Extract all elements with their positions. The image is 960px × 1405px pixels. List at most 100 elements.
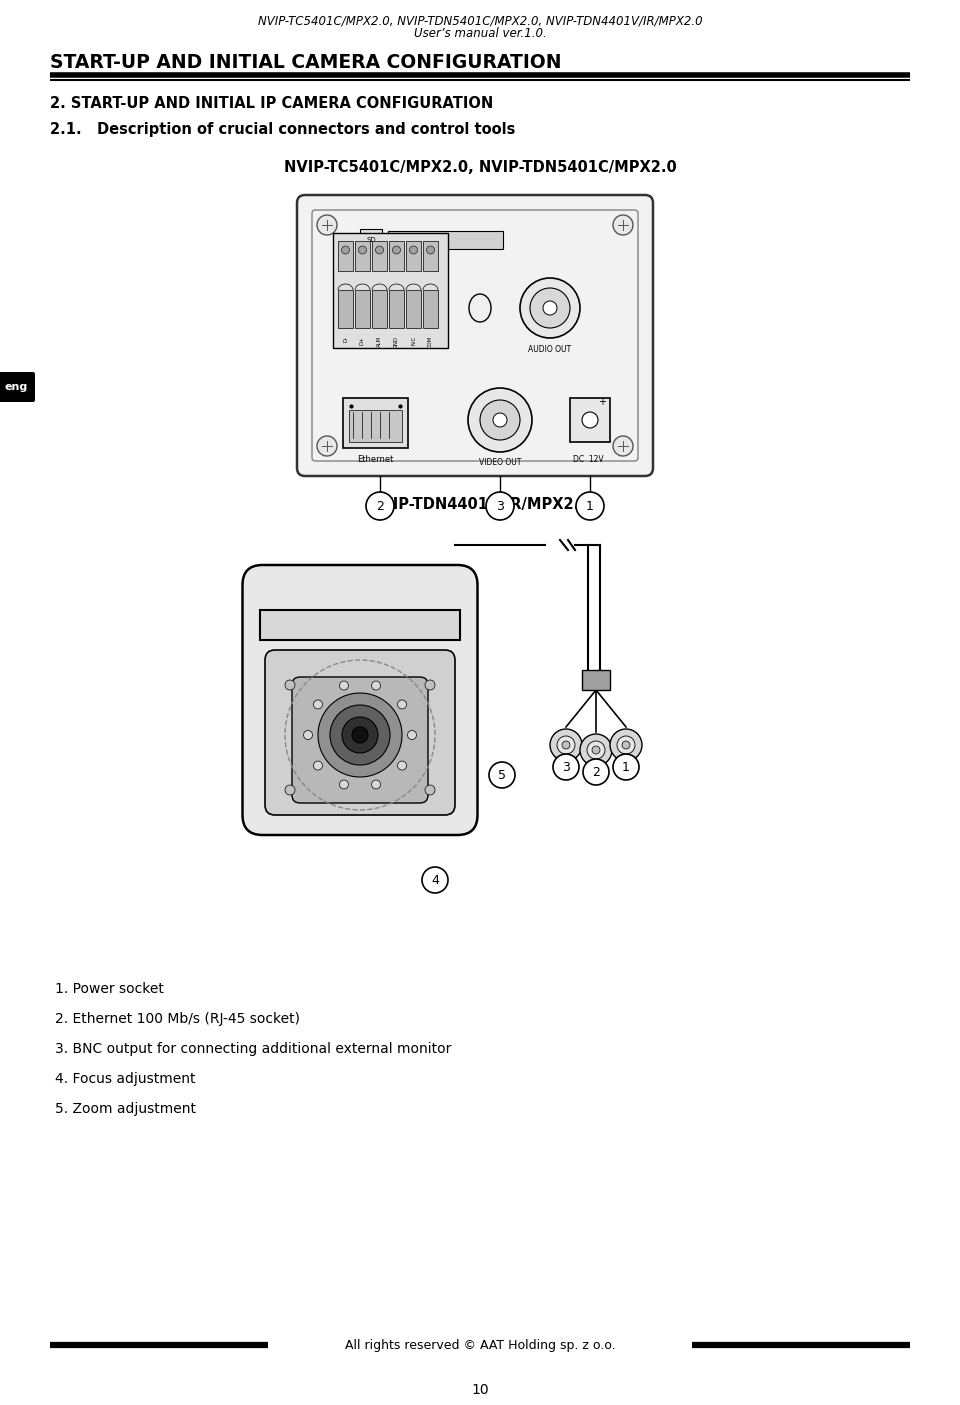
Text: GND: GND — [394, 336, 399, 348]
Text: User’s manual ver.1.0.: User’s manual ver.1.0. — [414, 27, 546, 39]
Text: NVIP-TC5401C/MPX2.0, NVIP-TDN5401C/MPX2.0, NVIP-TDN4401V/IR/MPX2.0: NVIP-TC5401C/MPX2.0, NVIP-TDN5401C/MPX2.… — [257, 14, 703, 27]
Text: All rights reserved © AAT Holding sp. z o.o.: All rights reserved © AAT Holding sp. z … — [345, 1339, 615, 1352]
Circle shape — [553, 754, 579, 780]
Circle shape — [613, 215, 633, 235]
Circle shape — [422, 867, 448, 894]
Circle shape — [375, 246, 383, 254]
Ellipse shape — [469, 294, 491, 322]
FancyBboxPatch shape — [265, 651, 455, 815]
Circle shape — [580, 733, 612, 766]
Text: D+: D+ — [360, 336, 365, 344]
Text: D-: D- — [343, 336, 348, 341]
Text: 2: 2 — [376, 500, 384, 513]
FancyBboxPatch shape — [297, 195, 653, 476]
Text: 1. Power socket: 1. Power socket — [55, 982, 164, 996]
Circle shape — [520, 278, 580, 339]
Text: 5: 5 — [498, 769, 506, 781]
Bar — [343, 398, 408, 448]
Text: NVIP-TDN4401V/IR/MPX2.0: NVIP-TDN4401V/IR/MPX2.0 — [370, 497, 590, 511]
Circle shape — [587, 740, 605, 759]
Circle shape — [303, 731, 313, 739]
Text: 1: 1 — [586, 500, 594, 513]
Text: AUDIO OUT: AUDIO OUT — [528, 346, 571, 354]
Circle shape — [610, 729, 642, 762]
Text: N.C: N.C — [411, 336, 416, 346]
Text: ALM: ALM — [377, 336, 382, 347]
Circle shape — [582, 412, 598, 429]
Text: 2. Ethernet 100 Mb/s (RJ-45 socket): 2. Ethernet 100 Mb/s (RJ-45 socket) — [55, 1012, 300, 1026]
Circle shape — [352, 726, 368, 743]
Text: START-UP AND INITIAL CAMERA CONFIGURATION: START-UP AND INITIAL CAMERA CONFIGURATIO… — [50, 53, 562, 72]
Circle shape — [285, 680, 295, 690]
Text: 2.1.   Description of crucial connectors and control tools: 2.1. Description of crucial connectors a… — [50, 122, 516, 138]
Text: COM: COM — [428, 336, 433, 348]
Text: 2: 2 — [592, 766, 600, 778]
Bar — [423, 242, 438, 271]
Circle shape — [285, 785, 295, 795]
Bar — [389, 242, 404, 271]
Bar — [338, 242, 353, 271]
Bar — [360, 229, 382, 251]
Circle shape — [313, 700, 323, 710]
Circle shape — [425, 680, 435, 690]
Text: 5. Zoom adjustment: 5. Zoom adjustment — [55, 1102, 196, 1116]
Text: 10: 10 — [471, 1383, 489, 1397]
Circle shape — [318, 693, 402, 777]
Circle shape — [342, 246, 349, 254]
Circle shape — [486, 492, 514, 520]
Circle shape — [550, 729, 582, 762]
Circle shape — [530, 288, 570, 327]
Bar — [570, 398, 610, 443]
Bar — [423, 289, 438, 327]
Bar — [388, 230, 503, 249]
Circle shape — [317, 436, 337, 457]
Bar — [372, 242, 387, 271]
FancyBboxPatch shape — [243, 565, 477, 835]
Bar — [333, 233, 448, 348]
Circle shape — [393, 246, 400, 254]
Circle shape — [576, 492, 604, 520]
Bar — [355, 289, 370, 327]
Bar — [260, 610, 460, 641]
Text: 1: 1 — [622, 760, 630, 774]
Circle shape — [340, 681, 348, 690]
Circle shape — [468, 388, 532, 452]
Circle shape — [592, 746, 600, 754]
Bar — [372, 289, 387, 327]
Text: SD: SD — [366, 237, 375, 243]
Circle shape — [410, 246, 418, 254]
Circle shape — [557, 736, 575, 754]
Bar — [349, 410, 402, 443]
Text: eng: eng — [5, 382, 28, 392]
Text: 3: 3 — [496, 500, 504, 513]
Text: Ethernet: Ethernet — [357, 455, 394, 464]
Text: VIDEO OUT: VIDEO OUT — [479, 458, 521, 466]
Circle shape — [366, 492, 394, 520]
Circle shape — [426, 246, 435, 254]
Text: DC  12V: DC 12V — [573, 455, 603, 464]
Circle shape — [622, 740, 630, 749]
Text: 3. BNC output for connecting additional external monitor: 3. BNC output for connecting additional … — [55, 1043, 451, 1057]
Bar — [338, 289, 353, 327]
Circle shape — [583, 759, 609, 785]
Circle shape — [613, 436, 633, 457]
Text: 4. Focus adjustment: 4. Focus adjustment — [55, 1072, 196, 1086]
Circle shape — [480, 400, 520, 440]
Circle shape — [340, 780, 348, 790]
Bar — [355, 242, 370, 271]
Text: 3: 3 — [562, 760, 570, 774]
Bar — [389, 289, 404, 327]
Circle shape — [372, 681, 380, 690]
Circle shape — [425, 785, 435, 795]
Circle shape — [330, 705, 390, 764]
Text: +: + — [598, 398, 606, 407]
Bar — [582, 670, 610, 690]
Circle shape — [543, 301, 557, 315]
Circle shape — [493, 413, 507, 427]
Circle shape — [342, 717, 378, 753]
Bar — [406, 289, 421, 327]
FancyBboxPatch shape — [292, 677, 428, 804]
Circle shape — [372, 780, 380, 790]
Circle shape — [489, 762, 515, 788]
FancyBboxPatch shape — [0, 372, 35, 402]
